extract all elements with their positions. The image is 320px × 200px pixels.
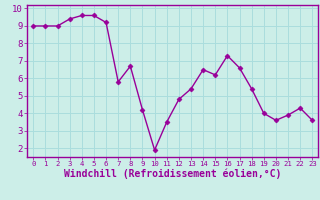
X-axis label: Windchill (Refroidissement éolien,°C): Windchill (Refroidissement éolien,°C) [64,169,282,179]
